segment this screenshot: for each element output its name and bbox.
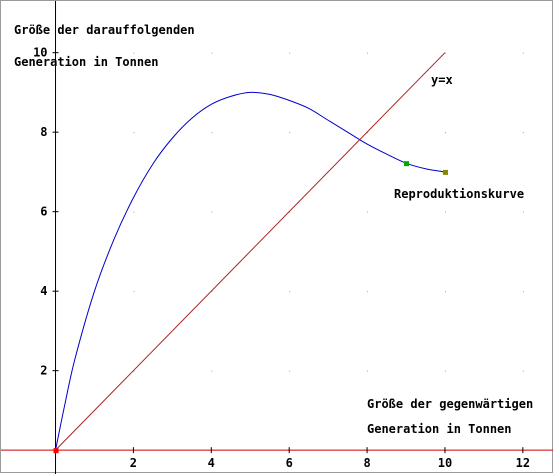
reproduction-curve: [55, 91, 446, 451]
grid-dot: [522, 52, 524, 54]
series-label-reproduction: Reproduktionskurve: [394, 187, 525, 201]
grid-dot: [367, 52, 369, 54]
x-tick-label: 12: [516, 456, 530, 470]
grid-dot: [367, 132, 369, 134]
y-axis-label-line2: Generation in Tonnen: [14, 55, 159, 69]
grid-dot: [367, 291, 369, 293]
grid-dot: [289, 132, 291, 134]
marker-point: [53, 448, 59, 454]
x-tick-label: 4: [208, 456, 215, 470]
y-axis-label-line1: Größe der darauffolgenden: [14, 23, 195, 37]
grid-dot: [133, 211, 135, 213]
grid-dot: [289, 291, 291, 293]
x-tick-label: 2: [130, 456, 137, 470]
grid-dot: [522, 132, 524, 134]
grid-dot: [211, 370, 213, 372]
tick-labels: 2 4 6 8 10 12 2 4 6 8 10: [33, 46, 530, 470]
y-tick-label: 4: [40, 284, 47, 298]
grid-dot: [211, 52, 213, 54]
grid-dot: [522, 211, 524, 213]
y-tick-label: 2: [40, 364, 47, 378]
grid-dot: [133, 291, 135, 293]
grid-dot: [522, 291, 524, 293]
marker-point: [442, 169, 448, 175]
x-axis-label-line1: Größe der gegenwärtigen: [367, 397, 534, 411]
y-tick-label: 6: [40, 205, 47, 219]
grid-dot: [211, 291, 213, 293]
grid-dots: [133, 52, 524, 372]
grid-dot: [289, 52, 291, 54]
grid-dot: [444, 291, 446, 293]
series-group: [55, 52, 446, 451]
grid-dot: [367, 370, 369, 372]
x-axis-label-line2: Generation in Tonnen: [367, 422, 512, 436]
y-tick-label: 8: [40, 125, 47, 139]
grid-dot: [289, 370, 291, 372]
x-tick-label: 10: [438, 456, 452, 470]
marker-point: [404, 161, 410, 167]
x-tick-label: 6: [286, 456, 293, 470]
grid-dot: [444, 211, 446, 213]
grid-dot: [289, 211, 291, 213]
grid-dot: [133, 132, 135, 134]
identity-line: [55, 52, 446, 451]
grid-dot: [444, 370, 446, 372]
x-tick-label: 8: [363, 456, 370, 470]
grid-dot: [367, 211, 369, 213]
grid-dot: [522, 370, 524, 372]
grid-dot: [444, 132, 446, 134]
grid-dot: [211, 211, 213, 213]
y-tick-label: 10: [33, 46, 47, 60]
marker-points: [53, 161, 448, 454]
grid-dot: [444, 52, 446, 54]
grid-dot: [133, 52, 135, 54]
series-label-identity: y=x: [431, 73, 453, 87]
grid-dot: [211, 132, 213, 134]
grid-dot: [133, 370, 135, 372]
